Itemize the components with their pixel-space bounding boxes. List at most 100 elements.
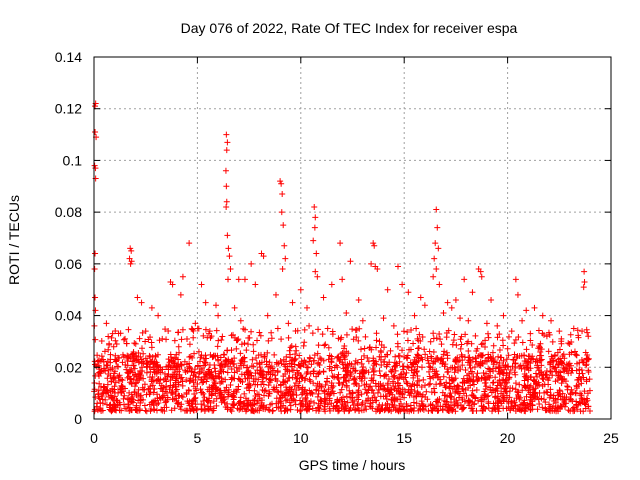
- data-point: [547, 391, 554, 398]
- data-point: [465, 370, 472, 377]
- data-point: [364, 396, 371, 403]
- data-point: [378, 349, 385, 356]
- data-point: [324, 378, 331, 385]
- data-point: [311, 203, 318, 210]
- data-point: [491, 404, 498, 411]
- data-point: [177, 403, 184, 410]
- data-point: [453, 386, 460, 393]
- data-point: [505, 352, 512, 359]
- data-point: [216, 374, 223, 381]
- data-point: [374, 406, 381, 413]
- data-point: [400, 328, 407, 335]
- data-point: [554, 405, 561, 412]
- data-point: [369, 387, 376, 394]
- data-point: [191, 395, 198, 402]
- data-point: [479, 407, 486, 414]
- data-point: [422, 403, 429, 410]
- data-point: [280, 402, 287, 409]
- data-point: [126, 407, 133, 414]
- data-point: [425, 357, 432, 364]
- data-point: [520, 352, 527, 359]
- data-point: [401, 353, 408, 360]
- data-point: [389, 391, 396, 398]
- data-point: [329, 331, 336, 338]
- data-point: [278, 408, 285, 415]
- data-point: [349, 394, 356, 401]
- data-point: [135, 349, 142, 356]
- data-point: [430, 385, 437, 392]
- data-point: [212, 375, 219, 382]
- data-point: [516, 381, 523, 388]
- data-point: [211, 365, 218, 372]
- data-point: [169, 389, 176, 396]
- data-point: [516, 396, 523, 403]
- data-point: [313, 250, 320, 257]
- data-point: [384, 351, 391, 358]
- data-point: [493, 385, 500, 392]
- data-point: [152, 353, 159, 360]
- data-point: [443, 329, 450, 336]
- data-point: [218, 378, 225, 385]
- data-point: [277, 178, 284, 185]
- data-point: [238, 362, 245, 369]
- data-point: [280, 379, 287, 386]
- data-point: [408, 367, 415, 374]
- data-point: [549, 372, 556, 379]
- data-point: [505, 333, 512, 340]
- data-point: [223, 198, 230, 205]
- data-point: [586, 376, 593, 383]
- data-point: [242, 326, 249, 333]
- data-point: [449, 341, 456, 348]
- data-point: [539, 312, 546, 319]
- data-point: [101, 383, 108, 390]
- data-point: [154, 391, 161, 398]
- data-point: [392, 405, 399, 412]
- data-point: [457, 366, 464, 373]
- data-point: [228, 376, 235, 383]
- data-point: [320, 357, 327, 364]
- y-axis-label: ROTI / TECUs: [6, 195, 22, 285]
- data-point: [130, 362, 137, 369]
- data-point: [567, 331, 574, 338]
- data-point: [179, 326, 186, 333]
- data-point: [235, 336, 242, 343]
- data-point: [244, 397, 251, 404]
- data-point: [558, 335, 565, 342]
- data-point: [356, 325, 363, 332]
- data-point: [581, 268, 588, 275]
- data-point: [147, 353, 154, 360]
- data-point: [177, 291, 184, 298]
- data-point: [543, 371, 550, 378]
- data-point: [370, 369, 377, 376]
- data-point: [522, 358, 529, 365]
- data-point: [251, 387, 258, 394]
- data-point: [206, 395, 213, 402]
- data-point: [181, 358, 188, 365]
- data-point: [296, 362, 303, 369]
- data-point: [313, 407, 320, 414]
- data-point: [314, 273, 321, 280]
- data-point: [510, 356, 517, 363]
- data-point: [120, 395, 127, 402]
- data-point: [577, 392, 584, 399]
- data-point: [266, 359, 273, 366]
- data-point: [574, 327, 581, 334]
- data-point: [493, 359, 500, 366]
- data-point: [100, 358, 107, 365]
- data-point: [358, 375, 365, 382]
- data-point: [500, 405, 507, 412]
- data-point: [215, 356, 222, 363]
- data-point: [469, 387, 476, 394]
- data-point: [195, 374, 202, 381]
- data-point: [99, 400, 106, 407]
- data-point: [342, 405, 349, 412]
- data-point: [473, 407, 480, 414]
- data-point: [104, 375, 111, 382]
- data-point: [414, 335, 421, 342]
- data-point: [320, 294, 327, 301]
- data-point: [97, 405, 104, 412]
- data-point: [247, 369, 254, 376]
- data-point: [578, 395, 585, 402]
- data-point: [586, 408, 593, 415]
- data-point: [317, 402, 324, 409]
